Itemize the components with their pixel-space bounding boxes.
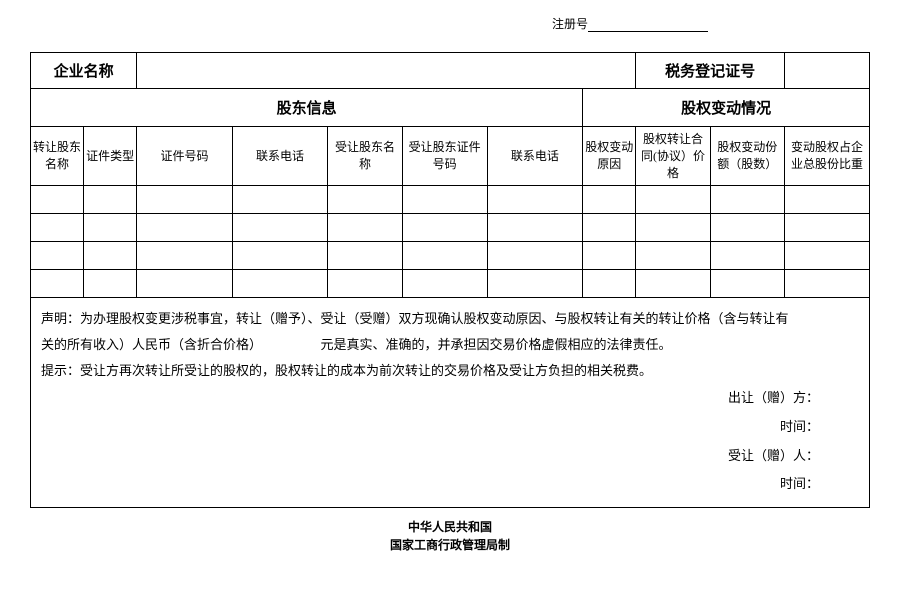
col-contract-price: 股权转让合同(协议）价格	[636, 127, 710, 186]
tax-reg-label: 税务登记证号	[636, 53, 785, 89]
col-transferee-id: 受让股东证件号码	[402, 127, 487, 186]
declaration-row: 声明：为办理股权变更涉税事宜，转让（赠予）、受让（受赠）双方现确认股权变动原因、…	[31, 298, 870, 507]
registration-label: 注册号	[552, 17, 588, 31]
tax-reg-value	[784, 53, 869, 89]
declaration-cell: 声明：为办理股权变更涉税事宜，转让（赠予）、受让（受赠）双方现确认股权变动原因、…	[31, 298, 870, 507]
registration-value-underline	[588, 31, 708, 32]
time-1-label: 时间：	[41, 413, 819, 442]
table-row	[31, 186, 870, 214]
time-2-label: 时间：	[41, 470, 819, 499]
section-header-row: 股东信息 股权变动情况	[31, 89, 870, 127]
col-change-reason: 股权变动原因	[583, 127, 636, 186]
transferor-label: 出让（赠）方：	[41, 384, 819, 413]
col-transferor-name: 转让股东名称	[31, 127, 84, 186]
company-name-label: 企业名称	[31, 53, 137, 89]
col-change-ratio: 变动股权占企业总股份比重	[784, 127, 869, 186]
transferee-label: 受让（赠）人：	[41, 442, 819, 471]
declaration-line-1b: 关的所有收入）人民币（含折合价格） 元是真实、准确的，并承担因交易价格虚假相应的…	[41, 332, 859, 358]
table-row	[31, 214, 870, 242]
column-header-row: 转让股东名称 证件类型 证件号码 联系电话 受让股东名称 受让股东证件号码 联系…	[31, 127, 870, 186]
declaration-line-1a: 声明：为办理股权变更涉税事宜，转让（赠予）、受让（受赠）双方现确认股权变动原因、…	[41, 306, 859, 332]
footer-line-2: 国家工商行政管理局制	[30, 536, 870, 554]
footer: 中华人民共和国 国家工商行政管理局制	[30, 518, 870, 554]
table-row	[31, 270, 870, 298]
shareholder-info-header: 股东信息	[31, 89, 583, 127]
header-row-1: 企业名称 税务登记证号	[31, 53, 870, 89]
main-form-table: 企业名称 税务登记证号 股东信息 股权变动情况 转让股东名称 证件类型 证件号码…	[30, 52, 870, 508]
registration-number-line: 注册号	[30, 15, 870, 32]
col-change-amount: 股权变动份额（股数）	[710, 127, 784, 186]
col-phone-1: 联系电话	[232, 127, 328, 186]
company-name-value	[137, 53, 636, 89]
signature-block: 出让（赠）方： 时间： 受让（赠）人： 时间：	[41, 384, 859, 498]
col-phone-2: 联系电话	[487, 127, 583, 186]
col-id-type: 证件类型	[84, 127, 137, 186]
equity-change-header: 股权变动情况	[583, 89, 870, 127]
declaration-line-2: 提示：受让方再次转让所受让的股权的，股权转让的成本为前次转让的交易价格及受让方负…	[41, 358, 859, 384]
col-id-number: 证件号码	[137, 127, 233, 186]
col-transferee-name: 受让股东名称	[328, 127, 402, 186]
table-row	[31, 242, 870, 270]
footer-line-1: 中华人民共和国	[30, 518, 870, 536]
